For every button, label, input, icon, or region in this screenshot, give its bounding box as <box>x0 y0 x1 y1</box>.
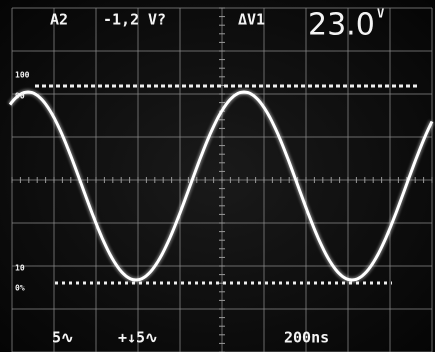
scale-label: 10 <box>15 264 25 273</box>
ch1-scale: 5∿ <box>52 329 74 347</box>
cursor-value: 23.0 <box>308 8 375 43</box>
timebase: 200ns <box>284 329 329 347</box>
cursor-mode: ΔV1 <box>238 11 265 29</box>
graticule <box>11 7 433 352</box>
ch2-scale: +↓5∿ <box>118 329 158 347</box>
scale-label: 100 <box>15 71 30 80</box>
signal-trace <box>8 90 434 282</box>
scale-label: 0% <box>15 284 25 293</box>
offset-value: -1,2 <box>103 11 139 29</box>
scale-label: 90 <box>15 92 25 101</box>
channel-label: A2 <box>50 11 68 29</box>
offset-unit: V? <box>148 11 166 29</box>
cursor-unit: V <box>377 7 384 21</box>
